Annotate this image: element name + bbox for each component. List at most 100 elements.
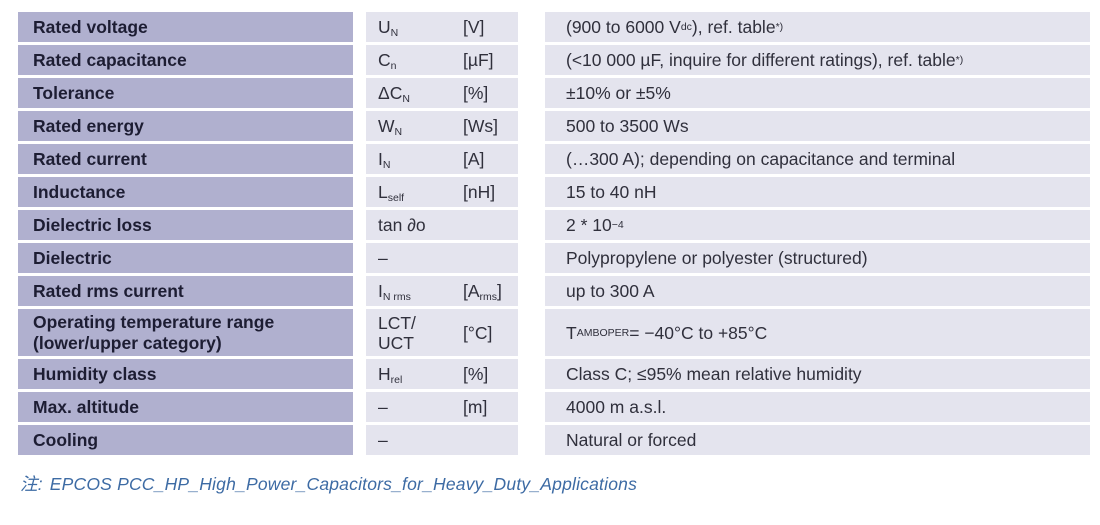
symbol: tan ∂o — [378, 214, 426, 235]
value: T AMBOPER = −40°C to +85°C — [545, 309, 1090, 357]
param-label: Max. altitude — [18, 392, 353, 423]
value: up to 300 A — [545, 276, 1090, 306]
symbol-unit-cell: – — [366, 425, 518, 456]
table-row: Operating temperature range (lower/upper … — [18, 309, 1090, 357]
value: Polypropylene or polyester (structured) — [545, 243, 1090, 273]
param-label: Rated energy — [18, 111, 353, 141]
symbol-unit-cell: IN rms [Arms] — [366, 276, 518, 306]
value: Class C; ≤95% mean relative humidity — [545, 359, 1090, 390]
symbol: LCT/UCT — [378, 312, 416, 353]
column-gap — [518, 210, 545, 240]
symbol-unit-cell: – — [366, 243, 518, 273]
column-gap — [353, 111, 366, 141]
column-gap — [518, 276, 545, 306]
column-gap — [353, 392, 366, 422]
column-gap — [518, 309, 545, 356]
column-gap — [353, 425, 366, 455]
column-gap — [353, 144, 366, 174]
column-gap — [353, 45, 366, 75]
param-label: Rated rms current — [18, 276, 353, 306]
symbol: Cn — [378, 49, 397, 72]
value: Natural or forced — [545, 425, 1090, 456]
symbol-unit-cell: WN [Ws] — [366, 111, 518, 141]
param-label: Cooling — [18, 425, 353, 456]
param-label: Dielectric loss — [18, 210, 353, 240]
symbol: – — [378, 397, 388, 418]
column-gap — [353, 78, 366, 108]
unit: [%] — [463, 82, 489, 103]
footnote: 注: EPCOS PCC_HP_High_Power_Capacitors_for… — [20, 471, 1100, 496]
column-gap — [518, 12, 545, 42]
table-row: Dielectric – Polypropylene or polyester (s… — [18, 243, 1090, 273]
column-gap — [353, 276, 366, 306]
column-gap — [518, 45, 545, 75]
symbol: – — [378, 247, 388, 268]
param-label: Dielectric — [18, 243, 353, 273]
unit: [A] — [463, 148, 485, 169]
table-row: Rated current IN [A] (…300 A); depending on… — [18, 144, 1090, 174]
symbol: WN — [378, 115, 403, 138]
column-gap — [518, 243, 545, 273]
param-label: Rated capacitance — [18, 45, 353, 75]
symbol-unit-cell: – [m] — [366, 392, 518, 423]
unit: [%] — [463, 364, 489, 385]
symbol-unit-cell: ΔCN [%] — [366, 78, 518, 108]
symbol-unit-cell: LCT/UCT [°C] — [366, 309, 518, 357]
unit: [µF] — [463, 49, 494, 70]
symbol: IN rms — [378, 280, 411, 303]
symbol-unit-cell: tan ∂o — [366, 210, 518, 240]
symbol: Hrel — [378, 364, 403, 387]
column-gap — [353, 309, 366, 356]
column-gap — [518, 111, 545, 141]
symbol: Lself — [378, 181, 405, 204]
value: 2 * 10 −4 — [545, 210, 1090, 240]
symbol: IN — [378, 148, 391, 171]
table-row: Rated capacitance Cn [µF] (<10 000 µF, inqu… — [18, 45, 1090, 75]
value: (<10 000 µF, inquire for different ratin… — [545, 45, 1090, 75]
column-gap — [353, 177, 366, 207]
unit: [nH] — [463, 181, 496, 202]
symbol-unit-cell: IN [A] — [366, 144, 518, 174]
unit: [m] — [463, 397, 488, 418]
unit: [Arms] — [463, 280, 502, 303]
param-label: Tolerance — [18, 78, 353, 108]
column-gap — [518, 177, 545, 207]
table-row: Cooling – Natural or forced — [18, 425, 1090, 456]
symbol: UN — [378, 16, 399, 39]
value: 500 to 3500 Ws — [545, 111, 1090, 141]
symbol-unit-cell: Lself [nH] — [366, 177, 518, 207]
table-row: Rated energy WN [Ws] 500 to 3500 Ws — [18, 111, 1090, 141]
symbol-unit-cell: Cn [µF] — [366, 45, 518, 75]
value: 4000 m a.s.l. — [545, 392, 1090, 423]
param-label: Operating temperature range (lower/upper … — [18, 309, 353, 357]
column-gap — [518, 144, 545, 174]
value: 15 to 40 nH — [545, 177, 1090, 207]
symbol: ΔCN — [378, 82, 410, 105]
symbol-unit-cell: Hrel [%] — [366, 359, 518, 390]
table-row: Rated rms current IN rms [Arms] up to 300 A — [18, 276, 1090, 306]
param-label: Rated voltage — [18, 12, 353, 42]
column-gap — [353, 359, 366, 389]
table-row: Humidity class Hrel [%] Class C; ≤95% mean … — [18, 359, 1090, 390]
symbol: – — [378, 430, 388, 451]
table-row: Tolerance ΔCN [%] ±10% or ±5% — [18, 78, 1090, 108]
column-gap — [518, 359, 545, 389]
value: ±10% or ±5% — [545, 78, 1090, 108]
unit: [Ws] — [463, 115, 498, 136]
column-gap — [353, 243, 366, 273]
unit: [°C] — [463, 322, 493, 343]
param-label: Rated current — [18, 144, 353, 174]
column-gap — [518, 392, 545, 422]
footnote-prefix: 注: — [20, 474, 43, 495]
param-label: Humidity class — [18, 359, 353, 390]
table-row: Dielectric loss tan ∂o 2 * 10 −4 — [18, 210, 1090, 240]
column-gap — [353, 12, 366, 42]
unit: [V] — [463, 16, 485, 37]
value: (…300 A); depending on capacitance and t… — [545, 144, 1090, 174]
param-label: Inductance — [18, 177, 353, 207]
table-row: Inductance Lself [nH] 15 to 40 nH — [18, 177, 1090, 207]
